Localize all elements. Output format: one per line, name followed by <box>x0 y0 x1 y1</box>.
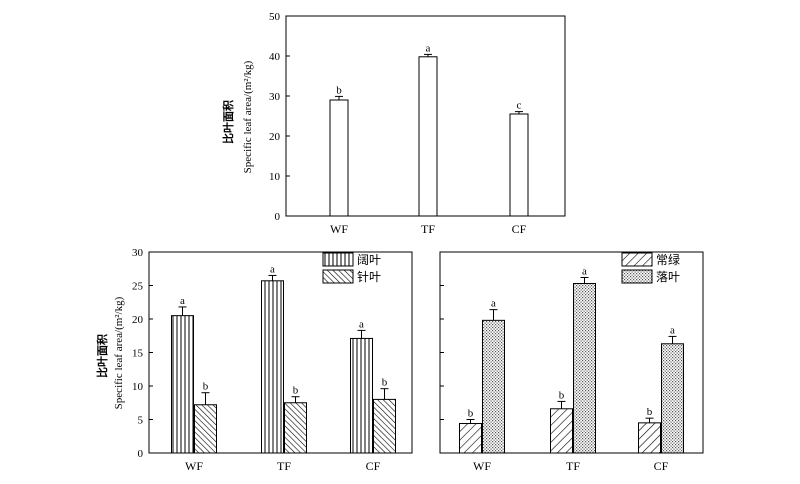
y-tick-label: 10 <box>269 171 281 183</box>
x-category-label: TF <box>421 222 435 236</box>
significance-letter: a <box>426 42 431 54</box>
y-tick-label: 10 <box>132 381 144 393</box>
y-tick-label: 20 <box>132 314 144 326</box>
significance-letter: a <box>670 324 675 336</box>
significance-letter: a <box>359 318 364 330</box>
significance-letter: b <box>647 406 653 418</box>
legend-label: 落叶 <box>656 270 680 284</box>
legend-label: 针叶 <box>357 269 381 284</box>
legend-swatch <box>621 252 653 267</box>
significance-letter: b <box>293 385 299 397</box>
x-category-label: WF <box>473 459 491 473</box>
x-category-label: CF <box>654 459 669 473</box>
y-tick-label: 20 <box>269 131 281 143</box>
chart-left-ylabel-cn: 比叶面积 <box>95 334 109 378</box>
legend-swatch <box>621 269 653 284</box>
y-tick-label: 50 <box>269 11 281 23</box>
bar <box>550 408 573 454</box>
bar <box>171 315 194 454</box>
bar <box>194 404 217 454</box>
legend-label: 阔叶 <box>357 253 381 267</box>
y-tick-label: 15 <box>132 348 144 360</box>
y-tick-label: 5 <box>138 415 144 427</box>
significance-letter: b <box>559 389 565 401</box>
x-category-label: TF <box>566 459 580 473</box>
bar <box>261 280 284 454</box>
significance-letter: b <box>203 381 209 393</box>
bar <box>284 402 307 454</box>
y-tick-label: 25 <box>132 281 144 293</box>
bar <box>509 113 529 217</box>
x-category-label: CF <box>366 459 381 473</box>
legend-swatch <box>322 252 354 267</box>
significance-letter: b <box>382 377 388 389</box>
y-tick-label: 0 <box>138 448 144 460</box>
bar <box>418 56 438 217</box>
bar <box>373 398 396 454</box>
significance-letter: b <box>336 84 342 96</box>
significance-letter: a <box>491 298 496 310</box>
chart-top-ylabel-cn: 比叶面积 <box>221 100 235 144</box>
x-category-label: WF <box>330 222 348 236</box>
x-category-label: TF <box>277 459 291 473</box>
y-tick-label: 30 <box>269 91 281 103</box>
x-category-label: CF <box>512 222 527 236</box>
chart-left-ylabel-en: Specific leaf area/(m²/kg) <box>113 296 125 409</box>
bar <box>459 423 482 454</box>
chart-top-ylabel-en: Specific leaf area/(m²/kg) <box>242 60 254 173</box>
significance-letter: a <box>270 263 275 275</box>
legend-label: 常绿 <box>656 252 680 267</box>
significance-letter: a <box>582 265 587 277</box>
significance-letter: a <box>180 295 185 307</box>
bar <box>638 422 661 454</box>
significance-letter: c <box>517 100 522 112</box>
bar <box>329 99 349 217</box>
y-tick-label: 40 <box>269 51 281 63</box>
bar <box>661 343 684 454</box>
x-category-label: WF <box>185 459 203 473</box>
significance-letter: b <box>468 408 474 420</box>
bar <box>573 282 596 454</box>
chart-left: 比叶面积 Specific leaf area/(m²/kg) 0 5 10 15 20… <box>95 247 413 473</box>
y-tick-label: 30 <box>132 247 144 259</box>
bar <box>482 319 505 454</box>
chart-top: 比叶面积 Specific leaf area/(m²/kg) 0 10 20 30 4… <box>221 11 566 236</box>
bar <box>350 337 373 454</box>
chart-top-plot: 0 10 20 30 40 50 WF TF CF b a c <box>269 11 566 236</box>
legend-swatch <box>322 269 354 284</box>
y-tick-label: 0 <box>275 211 281 223</box>
